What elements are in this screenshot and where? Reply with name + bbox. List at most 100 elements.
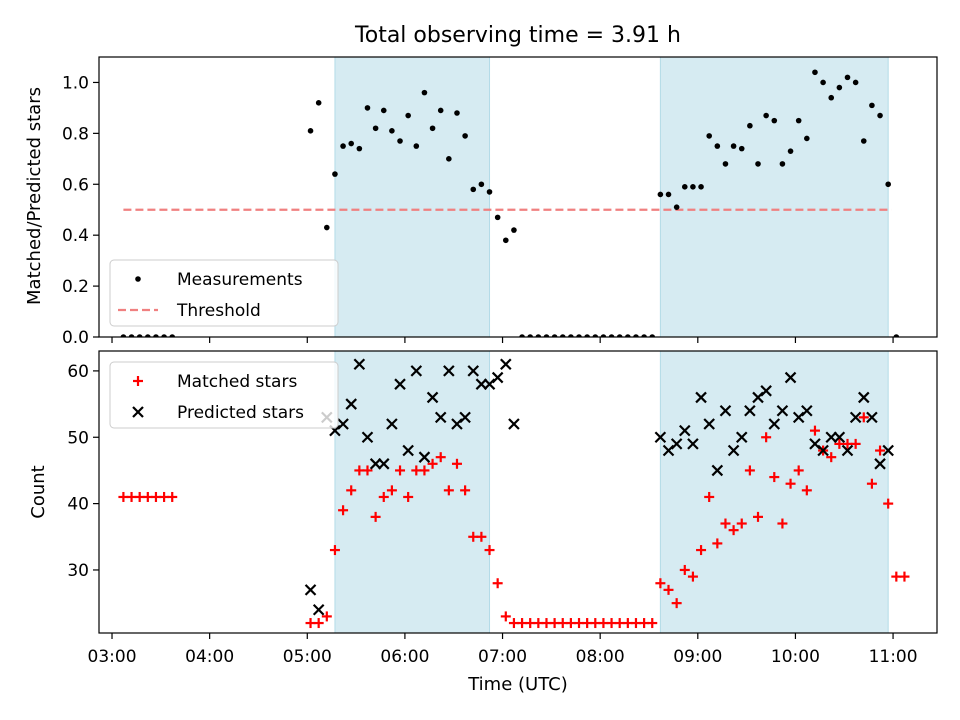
matched-star-point [866, 478, 877, 489]
measurement-point [690, 184, 696, 190]
predicted-star-point [312, 603, 325, 616]
measurement-point [169, 334, 176, 337]
measurement-point [844, 74, 851, 81]
measurement-point [706, 133, 712, 139]
predicted-star-point [874, 458, 886, 470]
top-panel: 0.0 0.2 0.4 0.6 0.8 1.0 Measurements Threshold [62, 56, 938, 348]
measurement-point [421, 89, 428, 96]
matched-star-point [744, 465, 755, 476]
measurement-point [543, 334, 550, 337]
matched-star-point [647, 618, 658, 629]
predicted-star-point [849, 411, 862, 424]
measurement-point [494, 214, 501, 221]
matched-star-point [329, 545, 340, 556]
matched-star-point [671, 598, 682, 609]
measurement-point [828, 94, 835, 101]
matched-star-point [777, 518, 788, 529]
measurement-point [429, 125, 436, 132]
matched-star-point [736, 518, 747, 529]
y-tick-label: 50 [67, 428, 89, 448]
legend-box [109, 259, 339, 327]
x-tick-label: 03:00 [88, 647, 137, 667]
predicted-star-point [703, 418, 715, 430]
matched-star-point [704, 491, 715, 502]
legend-dot-icon [135, 276, 141, 282]
top-ylabel: Matched/Predicted stars [24, 87, 45, 305]
measurement-point [592, 334, 599, 337]
measurement-point [665, 191, 672, 198]
predicted-star-point [727, 444, 740, 457]
matched-star-point [386, 485, 397, 496]
legend-plus-icon [133, 376, 143, 386]
measurement-point [633, 334, 639, 337]
measurement-point [332, 171, 338, 177]
legend-label: Matched stars [177, 372, 297, 392]
predicted-star-point [735, 431, 748, 444]
x-tick-label: 08:00 [576, 647, 625, 667]
matched-star-point [696, 545, 707, 556]
legend-label: Predicted stars [177, 403, 304, 423]
measurement-point [348, 140, 355, 147]
matched-star-point [338, 505, 349, 516]
predicted-star-point [768, 418, 781, 430]
measurement-point [747, 122, 753, 129]
x-tick-label: 10:00 [771, 647, 820, 667]
predicted-star-point [784, 371, 797, 384]
predicted-star-point [394, 378, 406, 390]
x-tick-label: 11:00 [869, 647, 918, 667]
matched-star-point [761, 432, 772, 443]
measurement-point [454, 110, 460, 116]
shaded-span [334, 56, 491, 338]
measurement-point [714, 143, 721, 149]
predicted-star-point [508, 418, 520, 430]
measurement-point [738, 145, 745, 152]
matched-star-point [370, 511, 381, 522]
measurement-point [307, 128, 314, 134]
y-tick-label: 60 [67, 362, 89, 382]
xlabel: Time (UTC) [467, 674, 568, 695]
predicted-star-point [386, 418, 398, 430]
matched-star-point [663, 584, 674, 595]
predicted-star-point [410, 365, 423, 377]
predicted-star-point [434, 411, 447, 424]
measurement-point [608, 334, 615, 337]
measurement-point [600, 334, 607, 337]
y-tick-label: 30 [67, 561, 89, 581]
predicted-star-point [866, 411, 878, 424]
measurement-point [120, 334, 127, 337]
measurement-point [511, 227, 517, 233]
predicted-star-point [304, 584, 317, 596]
predicted-star-point [857, 391, 870, 404]
matched-star-point [875, 445, 886, 456]
legend-label: Measurements [177, 270, 303, 290]
predicted-star-point [670, 438, 683, 450]
predicted-star-point [459, 411, 471, 424]
predicted-star-point [776, 404, 789, 417]
measurement-point [812, 69, 818, 76]
measurement-point [145, 334, 151, 337]
chart-title: Total observing time = 3.91 h [354, 23, 681, 48]
predicted-star-point [679, 424, 691, 437]
predicted-star-point [882, 444, 894, 457]
measurement-point [836, 84, 843, 91]
matched-star-point [403, 491, 414, 502]
measurement-point [860, 138, 867, 144]
matched-star-point [801, 485, 812, 496]
measurement-point [315, 100, 322, 106]
predicted-star-point [353, 358, 366, 371]
measurement-point [763, 112, 769, 119]
matched-star-point [809, 425, 820, 436]
measurement-point [324, 224, 330, 231]
matched-star-point [655, 578, 666, 589]
matched-star-point [753, 511, 764, 522]
x-tick-label: 07:00 [478, 647, 527, 667]
predicted-star-point [443, 365, 455, 377]
matched-star-point [899, 571, 910, 582]
predicted-star-point [695, 391, 707, 404]
measurement-point [852, 79, 859, 86]
predicted-star-point [833, 431, 846, 444]
matched-star-point [785, 478, 796, 489]
matched-star-point [460, 485, 471, 496]
x-tick-label: 09:00 [673, 647, 722, 667]
